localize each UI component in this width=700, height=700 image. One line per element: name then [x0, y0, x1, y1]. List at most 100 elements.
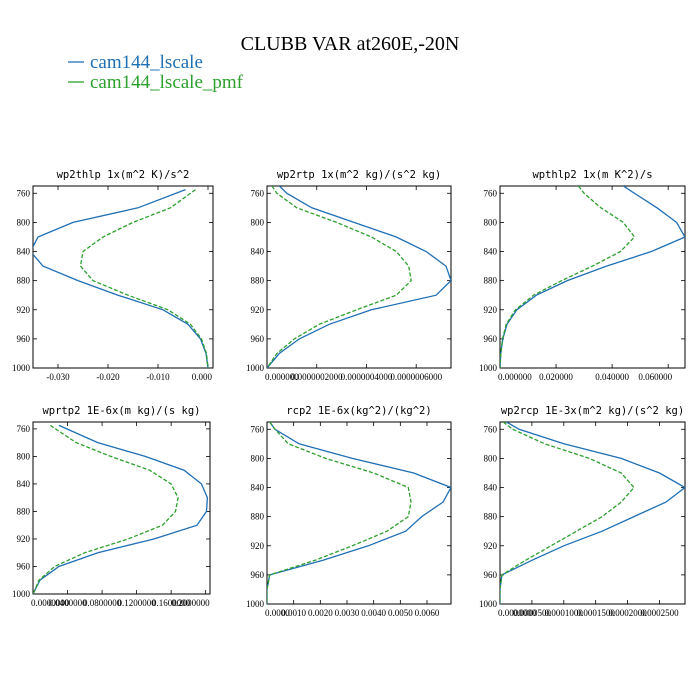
y-tick-label: 1000	[12, 589, 31, 599]
x-tick-label: 0.0010	[281, 608, 306, 618]
y-tick-label: 880	[484, 512, 498, 522]
panel-6: wp2rcp 1E-3x(m^2 kg)/(s^2 kg)760 800 840 88…	[479, 405, 686, 618]
y-tick-label: 880	[251, 276, 265, 286]
x-tick-label: 0.020000	[539, 372, 573, 382]
panel-1: wp2thlp 1x(m^2 K)/s^2 760 800 840 880 920 960 1…	[12, 169, 214, 382]
x-tick-label: -0.030	[46, 372, 70, 382]
series-line-cam144-lscale	[33, 188, 209, 368]
y-tick-label: 920	[484, 305, 498, 315]
y-tick-label: 760	[17, 424, 31, 434]
plot-frame	[266, 421, 452, 605]
series-line-cam144-lscale	[500, 422, 685, 604]
x-tick-label: 0.040000	[595, 372, 629, 382]
x-tick-label: 0.1600000	[152, 598, 191, 608]
x-tick-label: 0.000000	[498, 372, 532, 382]
y-tick-label: 840	[17, 247, 31, 257]
y-tick-label: 840	[17, 479, 31, 489]
plot-frame	[499, 185, 686, 369]
y-tick-label: 960	[251, 570, 265, 580]
y-tick-label: 800	[251, 453, 265, 463]
series-line-cam144-lscale	[500, 186, 685, 368]
series-line-cam144-lscale-pmf	[79, 189, 209, 368]
series-line-cam144-lscale-pmf	[267, 186, 412, 368]
series-line-cam144-lscale	[267, 186, 451, 368]
y-tick-label: 840	[484, 483, 498, 493]
panel-5: rcp2 1E-6x(kg^2)/(kg^2) 760 800 840 880 920 96…	[246, 405, 452, 618]
series-line-cam144-lscale	[267, 422, 451, 604]
x-tick-label: 0.0800000	[83, 598, 122, 608]
y-tick-label: 920	[484, 541, 498, 551]
panel-4: wprtp2 1E-6x(m kg)/(s kg) 760 800 840 880 920…	[12, 405, 211, 608]
y-tick-label: 880	[17, 276, 31, 286]
panel-title: wp2rtp 1x(m^2 kg)/(s^2 kg)	[277, 169, 441, 181]
plot-frame	[32, 185, 214, 369]
figure-title: CLUBB VAR at260E,-20N	[241, 33, 460, 55]
series-line-cam144-lscale-pmf	[500, 422, 635, 604]
x-tick-label: 0.0000	[265, 608, 290, 618]
series-line-cam144-lscale-pmf	[267, 422, 412, 604]
y-tick-label: 760	[484, 188, 498, 198]
y-tick-label: 1000	[479, 363, 498, 373]
y-tick-label: 1000	[246, 363, 265, 373]
y-tick-label: 760	[17, 188, 31, 198]
plot-frame	[499, 421, 686, 605]
y-tick-label: 960	[17, 561, 31, 571]
series-line-cam144-lscale-pmf	[500, 186, 636, 368]
panels: wp2thlp 1x(m^2 K)/s^2 760 800 840 880 920 960 1…	[12, 169, 686, 618]
x-tick-label: 0.1200000	[117, 598, 156, 608]
panel-title: wprtp2 1E-6x(m kg)/(s kg)	[42, 405, 200, 417]
x-tick-label: 0.0040	[361, 608, 386, 618]
y-tick-label: 960	[251, 334, 265, 344]
y-tick-label: 800	[484, 217, 498, 227]
y-tick-label: 880	[251, 512, 265, 522]
legend-label-pmf: cam144_lscale_pmf	[90, 72, 244, 93]
legend: cam144_lscale cam144_lscale_pmf	[68, 52, 244, 93]
panel-title: wpthlp2 1x(m K^2)/s	[532, 169, 652, 181]
y-tick-label: 1000	[479, 599, 498, 609]
x-tick-label: 0.0030	[335, 608, 360, 618]
y-tick-label: 800	[251, 217, 265, 227]
x-tick-label: -0.020	[96, 372, 120, 382]
x-tick-label: 0.0060	[415, 608, 440, 618]
y-tick-label: 800	[484, 453, 498, 463]
series-line-cam144-lscale	[33, 424, 209, 594]
y-tick-label: 800	[17, 217, 31, 227]
panel-2: wp2rtp 1x(m^2 kg)/(s^2 kg) 760 800 840 880 92…	[246, 169, 452, 382]
plot-frame	[32, 421, 211, 595]
y-tick-label: 1000	[246, 599, 265, 609]
y-tick-label: 920	[251, 541, 265, 551]
y-tick-label: 800	[17, 451, 31, 461]
x-tick-label: 0.0000500	[513, 608, 552, 618]
panel-title: wp2thlp 1x(m^2 K)/s^2	[57, 169, 190, 181]
legend-label-lscale: cam144_lscale	[90, 52, 203, 73]
y-tick-label: 960	[484, 570, 498, 580]
x-tick-label: 0.0001500	[577, 608, 616, 618]
x-tick-label: 0.0400000	[48, 598, 87, 608]
x-tick-label: 0.0020	[308, 608, 333, 618]
x-tick-label: -0.010	[146, 372, 170, 382]
x-tick-label: 0.0001000	[545, 608, 584, 618]
y-tick-label: 840	[251, 483, 265, 493]
x-tick-label: 0.2000000	[171, 598, 210, 608]
x-tick-label: 0.0000006000	[390, 372, 442, 382]
x-tick-label: 0.000000	[265, 372, 299, 382]
plot-frame	[266, 185, 452, 369]
y-tick-label: 920	[251, 305, 265, 315]
y-tick-label: 1000	[12, 363, 31, 373]
y-tick-label: 960	[484, 334, 498, 344]
y-tick-label: 880	[17, 506, 31, 516]
x-tick-label: 0.0000000	[31, 598, 70, 608]
x-tick-label: 0.0050	[388, 608, 413, 618]
y-tick-label: 920	[17, 305, 31, 315]
x-tick-label: 0.0002000	[608, 608, 647, 618]
y-tick-label: 760	[251, 424, 265, 434]
y-tick-label: 880	[484, 276, 498, 286]
series-line-cam144-lscale-pmf	[33, 424, 179, 594]
x-tick-label: 0.0002500	[640, 608, 679, 618]
panel-title: wp2rcp 1E-3x(m^2 kg)/(s^2 kg)	[501, 405, 684, 417]
y-tick-label: 920	[17, 534, 31, 544]
x-tick-label: 0.000	[192, 372, 213, 382]
x-tick-label: 0.0000000	[498, 608, 537, 618]
panel-title: rcp2 1E-6x(kg^2)/(kg^2)	[286, 405, 431, 417]
